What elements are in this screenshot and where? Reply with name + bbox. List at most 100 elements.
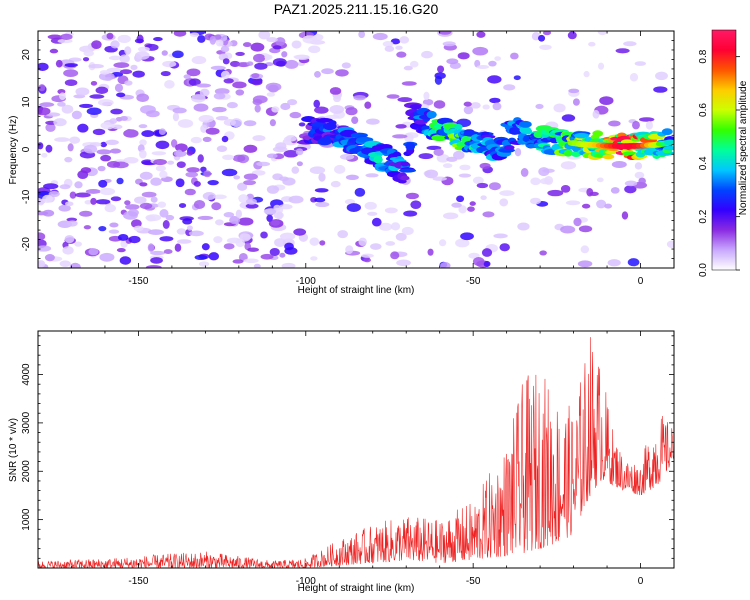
- spectrogram-cell: [62, 246, 74, 255]
- spectrogram-cell: [119, 115, 128, 121]
- spectrogram-cell: [109, 222, 119, 228]
- spectrogram-cell: [493, 233, 508, 239]
- spectrogram-cell: [134, 51, 150, 60]
- spectrogram-cell: [124, 200, 131, 206]
- spectrogram-cell: [400, 175, 410, 181]
- spectrogram-cell: [611, 161, 627, 168]
- spectrogram-x-tick-label: -150: [128, 276, 148, 287]
- spectrogram-cell: [153, 159, 167, 166]
- spectrogram-cell: [191, 94, 206, 103]
- spectrogram-cell: [308, 45, 321, 54]
- spectrogram-cell: [253, 263, 261, 268]
- spectrogram-cell: [586, 187, 594, 197]
- spectrogram-cell: [176, 239, 192, 244]
- spectrogram-cell: [499, 190, 515, 196]
- spectrogram-cell: [78, 103, 94, 108]
- spectrogram-cell: [266, 185, 280, 194]
- spectrogram-cell: [95, 199, 111, 205]
- spectrogram-cell: [92, 128, 106, 136]
- spectrogram-cell: [581, 203, 591, 209]
- spectrogram-cell: [451, 202, 462, 208]
- spectrogram-cell: [64, 235, 75, 244]
- spectrogram-cell: [329, 87, 342, 95]
- spectrogram-cell: [232, 81, 247, 89]
- spectrogram-cell: [499, 243, 510, 252]
- spectrogram-cell: [578, 225, 593, 233]
- spectrogram-cell: [311, 122, 328, 127]
- spectrogram-cell: [280, 102, 291, 111]
- spectrogram-cell: [137, 46, 150, 52]
- spectrogram-cell: [215, 115, 229, 121]
- spectrogram-cell: [563, 149, 573, 157]
- spectrogram-cell: [602, 154, 615, 160]
- spectrogram-cell: [295, 148, 304, 156]
- spectrogram-cell: [456, 141, 466, 148]
- spectrogram-cell: [202, 192, 216, 201]
- spectrogram-cell: [351, 116, 359, 124]
- spectrogram-cell: [487, 75, 502, 84]
- spectrogram-cell: [48, 190, 60, 198]
- spectrogram-x-ticks: -150 -100 -50 0: [37, 31, 675, 287]
- spectrogram-cell: [266, 153, 278, 159]
- spectrogram-cell: [58, 204, 71, 212]
- spectrogram-cell: [573, 132, 590, 139]
- spectrogram-cell: [314, 70, 321, 78]
- spectrogram-cell: [395, 232, 407, 241]
- spectrogram-cell: [596, 177, 604, 183]
- spectrogram-cell: [426, 110, 437, 119]
- spectrogram-cell: [127, 208, 139, 217]
- colorbar-ticks: 0.0 0.2 0.4 0.6 0.8: [698, 49, 740, 277]
- snr-x-tick-label: -50: [466, 576, 481, 587]
- spectrogram-cell: [38, 199, 45, 206]
- spectrogram-cell: [86, 107, 102, 116]
- spectrogram-cell: [147, 243, 155, 252]
- spectrogram-cell: [396, 259, 411, 267]
- spectrogram-cell: [100, 141, 108, 148]
- spectrogram-cell: [159, 236, 174, 242]
- spectrogram-cell: [220, 46, 230, 53]
- spectrogram-cell: [463, 105, 474, 115]
- spectrogram-cell: [213, 194, 227, 200]
- spectrogram-cell: [235, 238, 245, 248]
- spectrogram-cell: [627, 258, 640, 267]
- spectrogram-cell: [542, 31, 552, 36]
- spectrogram-cell: [274, 238, 286, 247]
- spectrogram-cell: [104, 204, 116, 213]
- spectrogram-cell: [410, 200, 422, 209]
- spectrogram-cell: [67, 220, 78, 227]
- spectrogram-cell: [346, 203, 362, 212]
- spectrogram-cell: [283, 150, 299, 158]
- spectrogram-cell: [396, 51, 407, 58]
- spectrogram-cell: [145, 110, 160, 118]
- colorbar-tick-label: 0.2: [698, 209, 709, 223]
- spectrogram-cell: [269, 247, 280, 257]
- spectrogram-cell: [77, 123, 89, 133]
- spectrogram-cell: [71, 110, 82, 120]
- spectrogram-cell: [273, 204, 281, 211]
- spectrogram-cell: [339, 153, 355, 160]
- spectrogram-cell: [41, 152, 48, 158]
- spectrogram-cell: [572, 98, 580, 106]
- spectrogram-cell: [98, 72, 115, 81]
- spectrogram-cell: [422, 98, 434, 106]
- spectrogram-cell: [82, 57, 90, 62]
- spectrogram-cell: [284, 242, 294, 251]
- spectrogram-cell: [345, 245, 354, 255]
- spectrogram-cell: [100, 121, 116, 130]
- spectrogram-cell: [424, 169, 439, 179]
- spectrogram-cell: [539, 178, 552, 185]
- spectrogram-cell: [97, 99, 114, 107]
- spectrogram-cell: [353, 94, 366, 101]
- spectrogram-y-tick-label: 20: [21, 49, 32, 61]
- spectrogram-cells: [38, 31, 674, 268]
- spectrogram-cell: [42, 209, 55, 217]
- spectrogram-cell: [281, 262, 296, 268]
- spectrogram-cell: [431, 134, 449, 142]
- spectrogram-cell: [610, 187, 620, 194]
- spectrogram-cell: [247, 247, 260, 252]
- spectrogram-cell: [45, 144, 53, 153]
- spectrogram-cell: [399, 168, 417, 173]
- spectrogram-cell: [315, 201, 330, 208]
- spectrogram-cell: [157, 201, 167, 208]
- spectrogram-cell: [361, 253, 374, 258]
